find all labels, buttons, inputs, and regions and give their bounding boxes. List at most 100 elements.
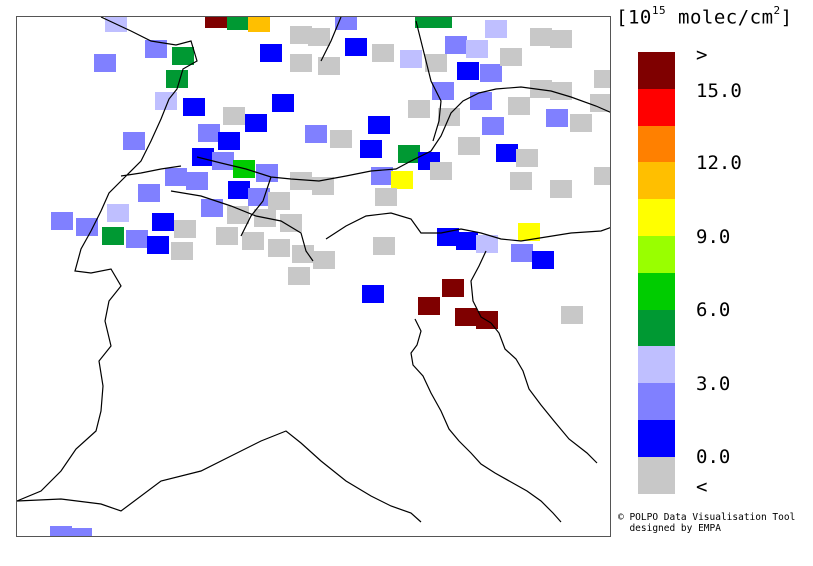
legend-title: [1015 molec/cm2] (616, 4, 793, 29)
credit-line-1: © POLPO Data Visualisation Tool (618, 512, 796, 523)
data-pixel (425, 54, 447, 72)
data-pixel (372, 44, 394, 62)
colorbar-cell-10 (638, 419, 675, 457)
data-pixel (530, 80, 552, 98)
colorbar-label-12: 12.0 (696, 152, 742, 174)
data-pixel (482, 117, 504, 135)
data-pixel (371, 167, 393, 185)
data-pixel (570, 114, 592, 132)
data-pixel (590, 94, 610, 112)
data-pixel (432, 82, 454, 100)
data-pixel (312, 177, 334, 195)
data-pixel (408, 100, 430, 118)
data-pixel (186, 172, 208, 190)
data-pixel (550, 180, 572, 198)
data-pixel (400, 50, 422, 68)
data-pixel (430, 162, 452, 180)
colorbar-cell-8 (638, 346, 675, 384)
data-pixel (510, 172, 532, 190)
data-pixel (442, 279, 464, 297)
data-pixel (456, 232, 478, 250)
data-pixel (455, 308, 477, 326)
colorbar-cell-11 (638, 456, 675, 494)
data-pixel (470, 92, 492, 110)
data-pixel (516, 149, 538, 167)
data-pixel (288, 267, 310, 285)
data-pixel (248, 188, 270, 206)
data-pixel (70, 528, 92, 536)
data-pixel (476, 235, 498, 253)
colorbar-cell-7 (638, 309, 675, 347)
data-pixel (107, 204, 129, 222)
legend-title-square: 2 (773, 4, 781, 17)
data-pixel (123, 132, 145, 150)
data-pixel (218, 132, 240, 150)
data-pixel (192, 148, 214, 166)
data-pixel (165, 168, 187, 186)
credit-text: © POLPO Data Visualisation Tool designed… (618, 512, 795, 534)
data-pixel (594, 167, 610, 185)
colorbar-label-15: 15.0 (696, 80, 742, 102)
country-borders (17, 17, 610, 502)
data-pixel (51, 212, 73, 230)
data-pixel (430, 17, 452, 28)
data-pixel (152, 213, 174, 231)
colorbar-cell-4 (638, 199, 675, 236)
data-pixel (290, 172, 312, 190)
data-pixel (260, 44, 282, 62)
colorbar-label-9: 9.0 (696, 226, 731, 248)
data-pixel (227, 17, 249, 30)
data-pixel (280, 214, 302, 232)
data-pixel (201, 199, 223, 217)
data-pixel (594, 70, 610, 88)
data-pixel (290, 26, 312, 44)
data-pixel (480, 64, 502, 82)
data-pixel (418, 297, 440, 315)
data-pixel (145, 40, 167, 58)
data-pixel (305, 125, 327, 143)
data-pixel (102, 227, 124, 245)
data-pixel (530, 28, 552, 46)
colorbar-cell-5 (638, 235, 675, 273)
data-pixel (335, 17, 357, 30)
data-pixel (508, 97, 530, 115)
colorbar-label-over: > (696, 44, 708, 66)
data-pixel (171, 242, 193, 260)
data-pixel (223, 107, 245, 125)
data-pixel (500, 48, 522, 66)
data-pixel (212, 152, 234, 170)
map-canvas[interactable] (17, 17, 611, 537)
data-pixel (360, 140, 382, 158)
data-pixel (94, 54, 116, 72)
data-pixel (272, 94, 294, 112)
data-pixel (198, 124, 220, 142)
colorbar-label-under: < (696, 476, 708, 498)
data-pixel (174, 220, 196, 238)
data-pixel (138, 184, 160, 202)
data-pixel (76, 218, 98, 236)
data-pixel (228, 181, 250, 199)
data-pixel (496, 144, 518, 162)
data-pixel (330, 130, 352, 148)
data-pixel (242, 232, 264, 250)
data-pixel (147, 236, 169, 254)
data-pixel (466, 40, 488, 58)
data-pixel (546, 109, 568, 127)
map-frame (16, 16, 611, 537)
colorbar-cell-3 (638, 162, 675, 200)
colorbar-cell-6 (638, 272, 675, 310)
coastline (17, 318, 598, 523)
data-pixel (445, 36, 467, 54)
data-pixel (518, 223, 540, 241)
data-pixel (373, 237, 395, 255)
data-pixel (216, 227, 238, 245)
data-pixel (308, 28, 330, 46)
legend-title-end: ] (780, 6, 793, 29)
data-pixel (172, 47, 194, 65)
data-pixel (457, 62, 479, 80)
data-pixel (368, 116, 390, 134)
data-pixel (166, 70, 188, 88)
data-pixel (290, 54, 312, 72)
colorbar-cell-9 (638, 383, 675, 420)
legend-title-unit: molec/cm (666, 6, 774, 29)
